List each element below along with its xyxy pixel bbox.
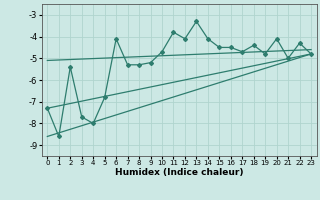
X-axis label: Humidex (Indice chaleur): Humidex (Indice chaleur) [115,168,244,177]
